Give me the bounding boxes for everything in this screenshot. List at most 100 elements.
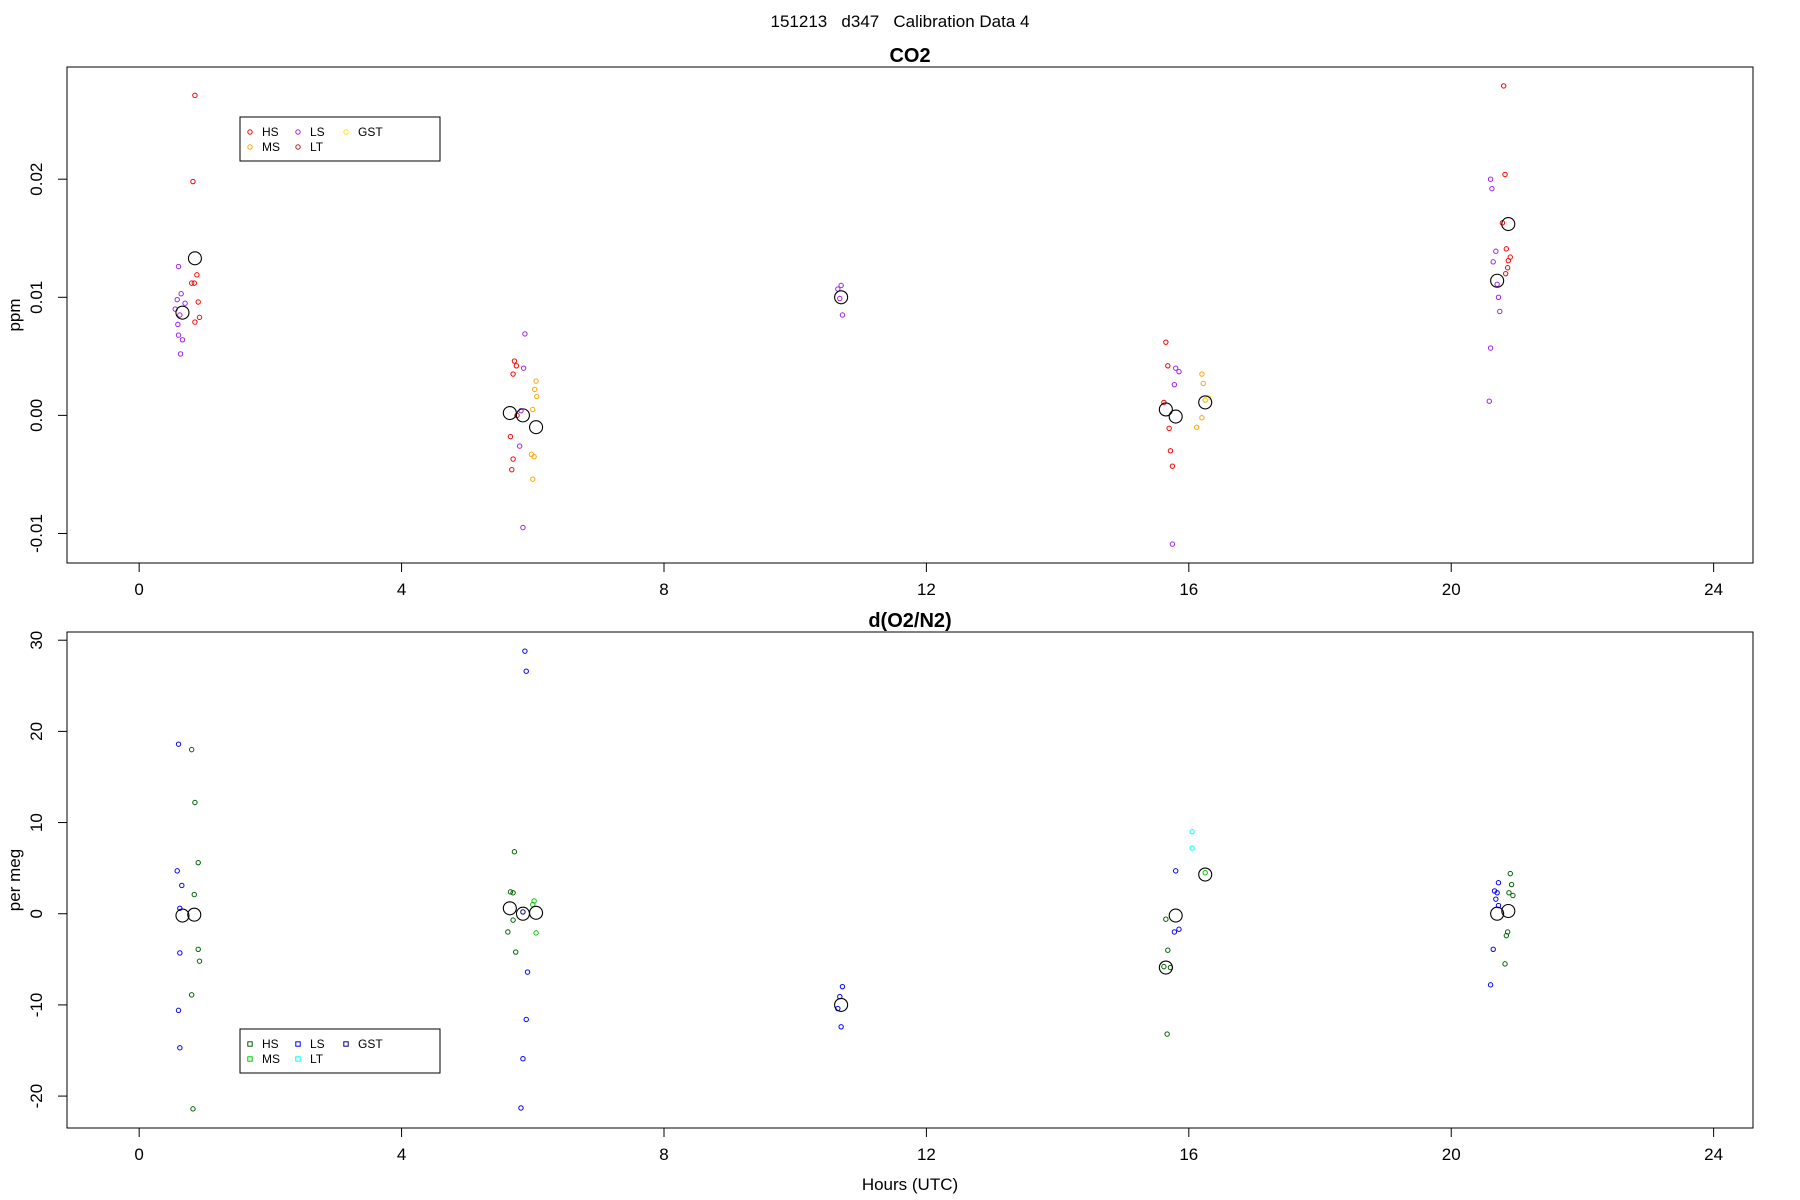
mean-point <box>1490 906 1505 921</box>
point-ls <box>1176 368 1182 375</box>
x-tick-label: 4 <box>397 580 406 599</box>
point-hs <box>1504 265 1511 271</box>
point-hs <box>192 799 198 806</box>
point-ls <box>1487 345 1494 351</box>
point-ls <box>1176 926 1182 932</box>
x-tick-label: 8 <box>659 1145 668 1164</box>
y-tick-label: 0.02 <box>27 163 46 196</box>
y-tick-label: 20 <box>27 722 46 741</box>
point-ls <box>177 351 184 357</box>
point-hs <box>505 929 511 935</box>
mean-point <box>1198 395 1213 410</box>
y-tick-label: 0 <box>27 909 46 918</box>
mean-point <box>502 901 517 916</box>
point-ls <box>177 905 183 911</box>
point-hs <box>190 178 196 185</box>
legend-marker <box>343 129 349 135</box>
mean-point <box>175 305 190 320</box>
point-ls <box>175 741 182 747</box>
point-ls <box>175 1007 182 1014</box>
point-ls <box>839 312 846 318</box>
x-tick-label: 12 <box>917 1145 936 1164</box>
point-hs <box>1502 171 1508 178</box>
x-tick-label: 4 <box>397 1145 406 1164</box>
y-axis-label-o2n2: per meg <box>5 849 24 911</box>
point-ls <box>1493 896 1499 902</box>
point-ls <box>520 365 527 371</box>
legend-label: HS <box>262 1037 279 1051</box>
point-ls <box>524 969 531 975</box>
point-ls <box>1171 929 1178 935</box>
x-tick-label: 16 <box>1179 1145 1198 1164</box>
point-hs <box>195 859 201 866</box>
point-hs <box>1508 881 1515 888</box>
point-ls <box>1493 248 1499 254</box>
point-gst <box>1205 394 1212 401</box>
point-hs <box>195 299 201 305</box>
point-ls <box>177 1045 183 1051</box>
mean-point <box>187 251 202 266</box>
point-hs <box>509 467 515 473</box>
point-ls <box>516 443 523 449</box>
mean-point <box>187 907 202 922</box>
y-axis-label-co2: ppm <box>5 298 24 331</box>
point-ls <box>1172 365 1179 371</box>
point-ls <box>522 648 528 654</box>
point-ls <box>839 983 846 990</box>
legend-marker <box>295 1041 301 1047</box>
point-ls <box>1172 868 1179 874</box>
point-hs <box>192 92 198 99</box>
point-hs <box>511 358 518 364</box>
point-ls <box>175 332 182 338</box>
point-hs <box>1165 363 1171 369</box>
panel-title-o2n2: d(O2/N2) <box>868 610 951 632</box>
point-hs <box>1164 1031 1170 1037</box>
point-lt <box>1189 845 1195 851</box>
y-tick-label: -10 <box>27 993 46 1018</box>
point-ls <box>522 331 528 337</box>
point-ms <box>533 930 539 936</box>
point-hs <box>190 1106 196 1112</box>
point-ms <box>1202 870 1208 876</box>
point-hs <box>1507 870 1513 877</box>
point-ls <box>838 1024 844 1030</box>
point-hs <box>1510 892 1516 899</box>
y-tick-label: -0.01 <box>27 514 46 553</box>
legend-marker <box>343 1041 349 1047</box>
point-ls <box>177 950 183 956</box>
mean-point <box>1501 217 1516 232</box>
legend-marker <box>295 144 301 150</box>
point-hs <box>188 746 195 753</box>
legend-marker <box>247 144 253 150</box>
point-ls <box>1494 890 1500 896</box>
legend-label: LT <box>310 1052 324 1066</box>
point-ls <box>1171 381 1178 388</box>
point-ms <box>1193 424 1200 430</box>
point-ls <box>174 868 180 874</box>
x-tick-label: 8 <box>659 580 668 599</box>
point-ls <box>1495 294 1502 300</box>
mean-point <box>1501 903 1516 919</box>
point-hs <box>196 314 203 321</box>
mean-point <box>834 997 849 1012</box>
point-ls <box>177 312 183 318</box>
x-tick-label: 24 <box>1704 1145 1723 1164</box>
point-ls <box>178 291 184 297</box>
legend-marker <box>247 129 253 135</box>
mean-point <box>529 905 544 920</box>
point-hs <box>188 280 195 286</box>
point-hs <box>1503 932 1510 939</box>
mean-point <box>1168 409 1183 424</box>
point-hs <box>511 849 518 855</box>
point-ls <box>175 263 182 270</box>
point-ls <box>523 668 529 674</box>
point-ls <box>1169 541 1176 547</box>
point-ls <box>1497 308 1503 315</box>
x-tick-label: 0 <box>134 580 143 599</box>
mean-point <box>834 290 849 305</box>
point-ms <box>1199 415 1205 421</box>
point-hs <box>1502 961 1508 967</box>
point-ls <box>1489 185 1495 192</box>
point-ls <box>1495 880 1502 886</box>
